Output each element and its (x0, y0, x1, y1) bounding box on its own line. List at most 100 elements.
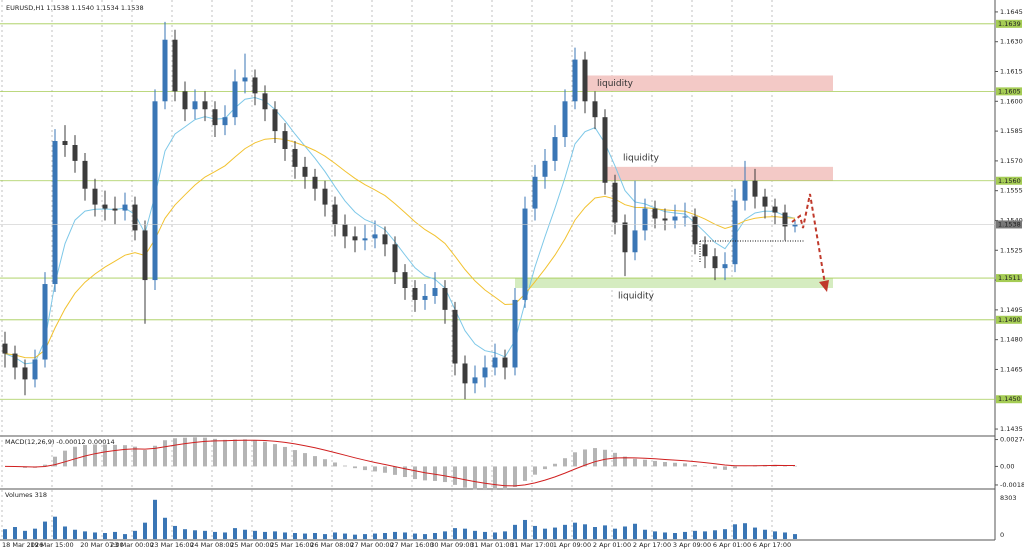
volume-bar (453, 528, 457, 539)
volume-bar (103, 533, 107, 539)
x-tick-label: 6 Apr 17:00 (753, 541, 791, 549)
volume-bar (663, 532, 667, 539)
level-tag-label: 1.1511 (998, 274, 1021, 282)
y-tick-label: 1.1630 (1000, 38, 1023, 46)
macd-bar (263, 441, 267, 467)
candle-body (152, 101, 158, 281)
candle-body (142, 230, 148, 281)
volume-bar (433, 533, 437, 539)
volume-bar (613, 528, 617, 539)
last-price-label: 1.1538 (998, 220, 1021, 228)
candle-body (672, 216, 678, 221)
volume-bar (773, 531, 777, 539)
volume-bar (493, 532, 497, 539)
macd-bar (63, 450, 67, 467)
macd-bar (213, 438, 217, 467)
macd-bar (293, 450, 297, 467)
candle-body (282, 131, 288, 149)
volume-tick-label: 0 (1000, 531, 1004, 539)
volume-bar (723, 529, 727, 539)
level-tag (996, 176, 1022, 185)
candle-body (22, 367, 28, 380)
macd-bar (713, 466, 717, 469)
candle-body (332, 204, 338, 225)
y-tick-label: 1.1435 (1000, 425, 1023, 433)
volume-bar (523, 519, 527, 539)
macd-bar (283, 446, 287, 467)
volume-bar (273, 531, 277, 539)
volume-bar (593, 527, 597, 539)
volume-bar (483, 531, 487, 539)
x-tick-label: 19 Mar 15:00 (30, 541, 73, 549)
candle-body (592, 101, 598, 118)
macd-bar (423, 466, 427, 481)
macd-bar (323, 459, 327, 467)
volume-bar (363, 534, 367, 539)
candle-body (92, 188, 98, 205)
volume-bar (223, 532, 227, 539)
volume-bar (633, 523, 637, 539)
macd-tick-label: 0.00274 (1000, 436, 1024, 444)
macd-bar (373, 466, 377, 472)
macd-bar (643, 459, 647, 467)
candle-body (232, 81, 238, 118)
macd-bar (43, 464, 47, 467)
y-tick-label: 1.1585 (1000, 127, 1023, 135)
volume-bar (13, 527, 17, 539)
volume-bar (63, 526, 67, 539)
volume-bar (783, 532, 787, 539)
x-tick-label: 23 Mar 00:00 (110, 541, 153, 549)
macd-bar (683, 463, 687, 467)
macd-bar (793, 465, 797, 467)
macd-bar (223, 439, 227, 467)
candle-body (422, 295, 428, 300)
volume-bar (173, 525, 177, 539)
zone-label: liquidity (597, 79, 634, 89)
candle-body (432, 288, 438, 296)
candle-body (392, 244, 398, 273)
candle-body (222, 117, 228, 126)
level-tag-label: 1.1450 (998, 395, 1021, 403)
macd-bar (603, 449, 607, 467)
y-tick-label: 1.1615 (1000, 68, 1023, 76)
candle-body (112, 208, 118, 211)
volume-bar (503, 531, 507, 539)
candle-body (622, 222, 628, 253)
macd-bar (183, 437, 187, 467)
candle-body (692, 216, 698, 245)
macd-bar (543, 466, 547, 470)
candle-body (462, 363, 468, 384)
candle-body (542, 160, 548, 177)
volume-bar (303, 533, 307, 539)
liquidity-zone (515, 278, 833, 289)
macd-bar (363, 466, 367, 471)
volume-bar (423, 534, 427, 539)
forecast-arrow (791, 193, 826, 285)
level-tag (996, 19, 1022, 28)
volume-bar (293, 533, 297, 539)
macd-bar (313, 456, 317, 467)
volume-bar (733, 524, 737, 539)
level-tag-label: 1.1639 (998, 20, 1021, 28)
candle-body (572, 59, 578, 102)
candle-body (302, 166, 308, 177)
macd-bar (243, 439, 247, 467)
candle-body (122, 204, 128, 211)
y-tick-label: 1.1495 (1000, 306, 1023, 314)
volume-bar (133, 530, 137, 539)
volume-bar (383, 533, 387, 539)
macd-bar (93, 444, 97, 467)
x-tick-label: 27 Mar 00:00 (350, 541, 393, 549)
volume-bar (573, 522, 577, 539)
level-tag-label: 1.1490 (998, 316, 1021, 324)
candle-body (452, 309, 458, 364)
candle-body (582, 59, 588, 102)
level-tag-label: 1.1605 (998, 87, 1021, 95)
volume-bar (123, 534, 127, 539)
y-tick-label: 1.1480 (1000, 336, 1023, 344)
candle-body (52, 141, 58, 285)
macd-bar (503, 466, 507, 490)
level-tag (996, 87, 1022, 96)
candle-body (352, 236, 358, 241)
volume-bar (513, 524, 517, 539)
